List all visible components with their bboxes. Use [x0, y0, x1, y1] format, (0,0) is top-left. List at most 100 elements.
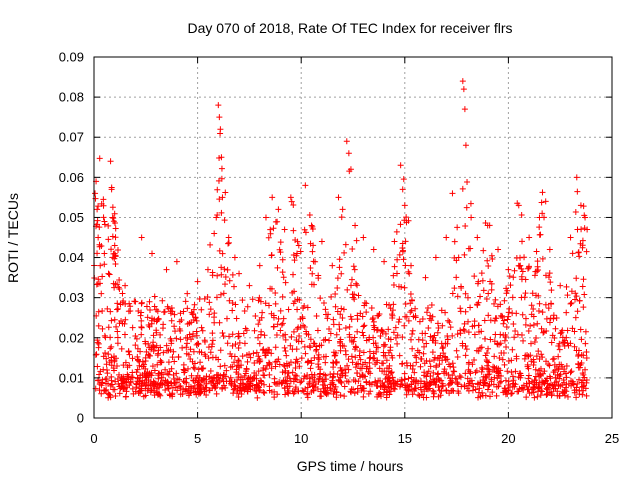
data-point-cloud	[324, 384, 331, 391]
data-point-cloud	[500, 320, 507, 327]
data-point-cloud	[337, 347, 344, 354]
data-point-cloud	[144, 387, 151, 394]
data-point-cloud	[162, 366, 169, 373]
data-point-cloud	[334, 285, 341, 292]
data-point-cloud	[573, 386, 580, 393]
data-point-cloud	[243, 365, 250, 372]
data-point-cloud	[143, 348, 150, 355]
data-point-cloud	[256, 340, 263, 347]
data-point-cloud	[179, 344, 186, 351]
data-point-cloud	[465, 380, 472, 387]
data-point-cloud	[344, 362, 351, 369]
data-point	[505, 266, 512, 273]
data-point-cloud	[433, 364, 440, 371]
data-point-cloud	[102, 334, 109, 341]
data-point	[294, 250, 301, 257]
data-point-cloud	[215, 356, 222, 363]
data-point-cloud	[241, 340, 248, 347]
data-point-cloud	[479, 377, 486, 384]
data-point-cloud	[530, 361, 537, 368]
data-point-cloud	[365, 390, 372, 397]
data-point-cloud	[209, 385, 216, 392]
data-point-cloud	[388, 352, 395, 359]
data-point-cloud	[230, 390, 237, 397]
data-point-cloud	[147, 307, 154, 314]
data-point-cloud	[474, 280, 481, 287]
data-point-cloud	[198, 306, 205, 313]
data-point-cloud	[382, 376, 389, 383]
data-point-cloud	[260, 367, 267, 374]
data-point-cloud	[203, 373, 210, 380]
data-point-cloud	[539, 210, 546, 217]
data-point-cloud	[402, 238, 409, 245]
data-point-cloud	[483, 375, 490, 382]
data-point-cloud	[567, 300, 574, 307]
data-point-cloud	[96, 280, 103, 287]
data-point-cloud	[94, 250, 101, 257]
data-point-cloud	[110, 215, 117, 222]
data-point-cloud	[151, 293, 158, 300]
data-point-cloud	[578, 359, 585, 366]
data-point-cloud	[201, 351, 208, 358]
x-tick-labels: 0 5 10 15 20 25	[90, 431, 619, 446]
data-point-cloud	[357, 310, 364, 317]
data-point-cloud	[332, 359, 339, 366]
data-point-cloud	[421, 369, 428, 376]
data-point-cloud	[105, 351, 112, 358]
data-point-cloud	[440, 350, 447, 357]
data-point-cloud	[322, 336, 329, 343]
data-point-cloud	[508, 390, 515, 397]
data-point-cloud	[262, 300, 269, 307]
data-point	[101, 250, 108, 257]
data-point-cloud	[515, 262, 522, 269]
data-point-cloud	[533, 353, 540, 360]
data-point-cloud	[333, 331, 340, 338]
data-point-cloud	[447, 324, 454, 331]
data-point-cloud	[509, 373, 516, 380]
data-point-cloud	[127, 308, 134, 315]
data-point-cloud	[354, 328, 361, 335]
data-point-cloud	[550, 312, 557, 319]
data-point-cloud	[277, 327, 284, 334]
data-point-cloud	[212, 380, 219, 387]
data-point-cloud	[190, 317, 197, 324]
data-point-cloud	[491, 300, 498, 307]
data-point-cloud	[575, 364, 582, 371]
data-point-cloud	[524, 265, 531, 272]
data-point-cloud	[306, 212, 313, 219]
data-point-cloud	[160, 349, 167, 356]
data-point-cloud	[235, 357, 242, 364]
data-point-cloud	[360, 393, 367, 400]
data-point-cloud	[536, 300, 543, 307]
data-point-cloud	[385, 326, 392, 333]
data-point-cloud	[419, 315, 426, 322]
data-point-cloud	[272, 380, 279, 387]
data-point-cloud	[154, 317, 161, 324]
data-point-cloud	[469, 323, 476, 330]
data-point	[216, 114, 223, 121]
data-point	[149, 250, 156, 257]
data-point-cloud	[351, 346, 358, 353]
data-point-cloud	[235, 344, 242, 351]
chart-title: Day 070 of 2018, Rate Of TEC Index for r…	[187, 20, 512, 36]
data-point-cloud	[503, 334, 510, 341]
data-point-cloud	[425, 368, 432, 375]
data-point-cloud	[418, 386, 425, 393]
data-point-cloud	[207, 306, 214, 313]
data-point-cloud	[209, 354, 216, 361]
data-point-cloud	[533, 248, 540, 255]
data-point-cloud	[568, 368, 575, 375]
data-point-cloud	[171, 311, 178, 318]
data-point-cloud	[529, 290, 536, 297]
data-point	[281, 226, 288, 233]
data-point-cloud	[390, 329, 397, 336]
data-point-cloud	[268, 350, 275, 357]
data-point-cloud	[290, 251, 297, 258]
data-point-cloud	[190, 364, 197, 371]
data-point-cloud	[359, 361, 366, 368]
data-point-cloud	[129, 324, 136, 331]
data-point-cloud	[579, 242, 586, 249]
data-point-cloud	[99, 376, 106, 383]
data-point-cloud	[331, 352, 338, 359]
